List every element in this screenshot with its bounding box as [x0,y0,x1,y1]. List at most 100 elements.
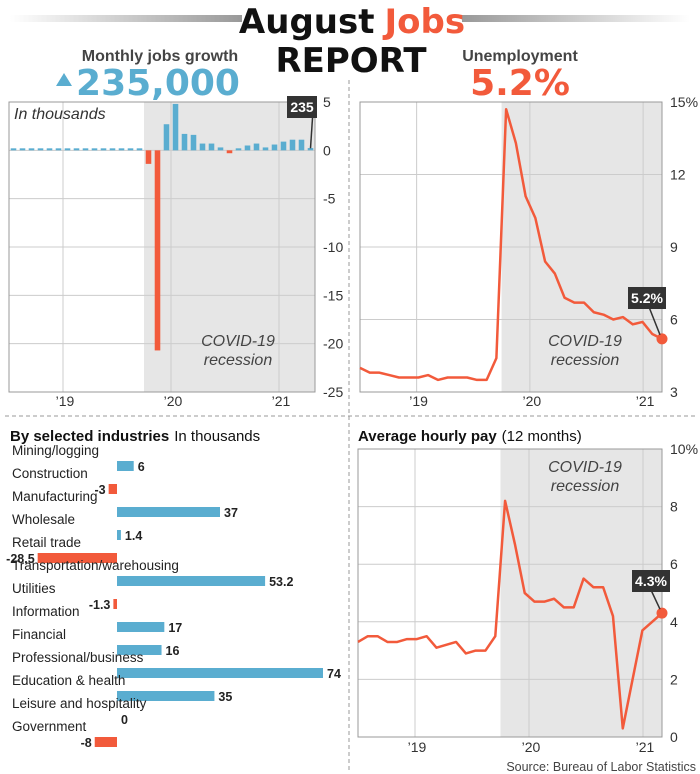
industry-value-label: 17 [168,621,182,635]
pay-ytick-label: 0 [670,729,678,745]
jobs-bar [136,148,143,151]
jobs-bar [172,103,179,151]
source-note: Source: Bureau of Labor Statistics [506,760,696,774]
jobs-bar [289,139,296,151]
industry-label: Education & health [12,673,125,688]
industry-bar [117,645,162,655]
jobs-bar [271,144,278,151]
industry-label: Retail trade [12,535,81,550]
pay-ytick-label: 6 [670,556,678,572]
jobs-bar [10,148,17,151]
industry-bar [113,599,117,609]
title-word-august: August [239,2,375,42]
header-rule-left [10,15,242,22]
jobs-bar [145,150,152,164]
jobs-recession-label: recession [204,352,273,369]
jobs-bar [181,133,188,151]
hourly-pay-chart: Average hourly pay (12 months) 10% 8 6 4 2 0 ’19… [357,428,698,755]
jobs-bar [46,148,53,151]
jobs-ytick-label: -10 [323,239,343,255]
industry-label: Professional/business [12,650,144,665]
industry-value-label: 16 [166,644,180,658]
industry-bar [37,553,117,563]
jobs-bar [244,145,251,151]
jobs-xtick-label: ’19 [56,393,75,409]
industry-value-label: 53.2 [269,575,293,589]
jobs-bar [82,148,89,151]
industries-chart: By selected industries In thousands Mining… [6,428,341,750]
unemp-callout-box [628,287,666,309]
industry-bar [117,461,134,471]
jobs-bar [73,148,80,151]
industry-value-label: 35 [218,690,232,704]
jobs-bar [127,148,134,151]
industry-label: Transportation/warehousing [12,558,179,573]
jobs-growth-value: 235,000 [76,63,240,104]
pay-recession-label: recession [551,478,620,495]
header-rule-right [462,15,690,22]
unemp-ytick-label: 3 [670,384,678,400]
unemp-recession-label: COVID-19 [548,333,622,350]
pay-xtick-label: ’21 [636,739,655,755]
pay-callout-line [650,589,661,610]
jobs-plot-border [8,101,316,393]
industry-bar [117,622,165,632]
pay-ytick-label: 2 [670,671,678,687]
industry-value-label: 37 [224,506,238,520]
jobs-xtick-label: ’21 [272,393,291,409]
industry-value-label: -3 [95,483,106,497]
title-word-jobs: Jobs [382,2,465,42]
jobs-callout-line [309,117,314,149]
industries-title-main: By selected industries [10,428,169,445]
industry-value-label: -1.3 [89,598,111,612]
jobs-bar [235,148,242,151]
unemp-xtick-label: ’20 [523,393,542,409]
jobs-ytick-label: -5 [323,191,336,207]
jobs-bar [280,141,287,151]
pay-xtick-label: ’19 [408,739,427,755]
jobs-bar [154,150,161,351]
jobs-callout-text: 235 [290,99,314,115]
pay-callout-text: 4.3% [635,573,667,589]
industries-title-units: In thousands [174,428,260,445]
jobs-ytick-label: 0 [323,142,331,158]
pay-title-period: (12 months) [502,428,582,445]
jobs-bar [298,139,305,151]
pay-last-point [656,607,668,619]
jobs-bar [262,147,269,151]
industry-bar [117,576,266,586]
title-line-report: REPORT [275,41,427,81]
pay-ytick-label: 4 [670,614,678,630]
unemp-last-point [656,333,668,345]
up-arrow-icon [56,73,72,86]
jobs-bar [253,143,260,151]
unemp-callout-text: 5.2% [631,290,663,306]
jobs-ytick-label: -15 [323,287,343,303]
pay-recession-shade [500,449,662,737]
pay-callout-box [632,570,670,592]
industry-label: Construction [12,466,88,481]
jobs-recession-label: COVID-19 [201,333,275,350]
industry-value-label: 74 [327,667,341,681]
pay-series-line [357,499,663,730]
industries-title: By selected industries In thousands [10,428,260,445]
monthly-jobs-chart: 5 0 -5 -10 -15 -20 -25 ’19 ’20 ’21 In thousands COV… [8,94,343,409]
jobs-bar [100,148,107,151]
jobs-bar [55,148,62,151]
unemp-xtick-label: ’21 [636,393,655,409]
industry-bar [117,507,220,517]
pay-title: Average hourly pay (12 months) [358,428,582,445]
pay-plot-border [357,448,663,738]
industry-value-label: 6 [138,460,145,474]
jobs-ytick-label: -20 [323,336,343,352]
industry-label: Mining/logging [12,443,99,458]
jobs-bar [109,148,116,151]
industry-label: Wholesale [12,512,75,527]
jobs-bar [163,124,170,151]
industry-label: Financial [12,627,66,642]
jobs-growth-label: Monthly jobs growth [82,48,238,65]
jobs-bar [199,143,206,151]
industry-value-label: 1.4 [125,529,142,543]
unemp-callout-line [648,306,661,336]
